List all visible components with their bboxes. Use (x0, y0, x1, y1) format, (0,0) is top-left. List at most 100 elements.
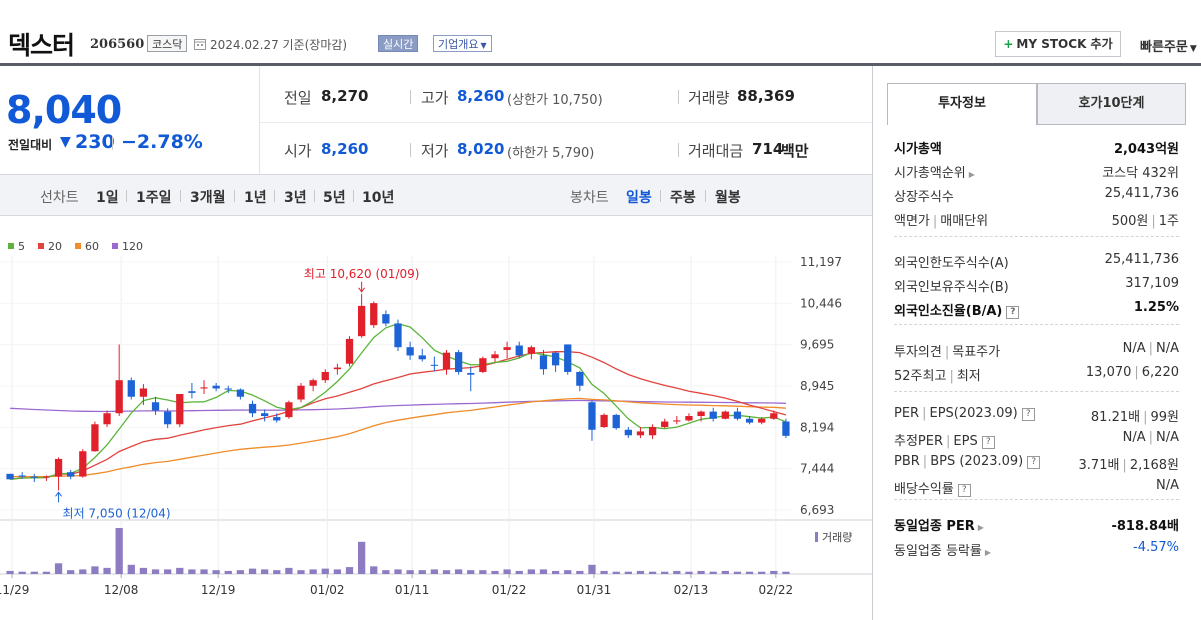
realtime-badge[interactable]: 실시간 (378, 35, 419, 52)
volume-bar (406, 570, 414, 574)
divider (660, 190, 661, 202)
info-row: 시가총액 2,043억원 (894, 138, 1179, 157)
info-label: PBR | BPS (2023.09)? (894, 454, 1041, 469)
divider: | (1151, 214, 1156, 229)
candle-body (661, 421, 669, 428)
x-tick-label: 01/22 (492, 583, 527, 597)
candle-body (370, 303, 378, 326)
candle-daily[interactable]: 일봉 (626, 190, 652, 206)
info-label: 상장주식수 (894, 186, 954, 205)
divider: | (1148, 430, 1153, 445)
volume-bar (176, 567, 184, 574)
volume-bar (42, 571, 51, 574)
help-icon[interactable]: ? (981, 436, 995, 449)
volume-bar (67, 570, 75, 574)
info-row: PER | EPS(2023.09)? 81.21배 | 99원 (894, 406, 1179, 425)
info-label: 시가총액 (894, 138, 942, 157)
low-label: 저가 (421, 142, 449, 160)
volume-bar (164, 569, 172, 574)
divider: | (949, 369, 954, 384)
open-value: 8,260 (321, 140, 369, 158)
candle-body (285, 402, 293, 418)
info-value-text: 1주 (1158, 214, 1179, 229)
volume-bar (6, 570, 14, 574)
chevron-right-icon[interactable]: ▶ (984, 548, 992, 557)
period-3m[interactable]: 3개월 (190, 190, 226, 206)
legend-label: 120 (122, 240, 143, 253)
trade-amount-label: 거래대금 (688, 142, 744, 160)
stock-chart[interactable]: 11/29 12/08 12/19 01/02 01/11 01/22 01/31 02/13… (0, 216, 872, 620)
info-value-text: 25,411,736 (1104, 252, 1179, 267)
candle-body (188, 391, 196, 393)
volume-bar (345, 567, 354, 574)
tab-orderbook-10[interactable]: 호가10단계 (1037, 83, 1186, 125)
period-1y[interactable]: 1년 (244, 190, 267, 206)
tab-investment-info[interactable]: 투자정보 (887, 83, 1037, 125)
period-3y[interactable]: 3년 (284, 190, 307, 206)
info-label: 52주최고 | 최저 (894, 365, 981, 384)
candle-weekly[interactable]: 주봉 (670, 190, 696, 206)
y-tick-label: 10,446 (800, 296, 842, 310)
info-row: 동일업종 등락률 ▶ -4.57% (894, 540, 1179, 559)
volume-bar (91, 566, 99, 574)
volume-bar (515, 570, 523, 574)
chevron-right-icon[interactable]: ▶ (977, 523, 984, 532)
help-icon[interactable]: ? (1021, 408, 1035, 421)
candle-body (454, 352, 463, 372)
quick-order-button[interactable]: 빠른주문 ▼ (1140, 36, 1197, 55)
volume-bar (321, 568, 329, 574)
down-triangle-icon: ▼ (60, 134, 71, 150)
trade-amount-value: 714 (752, 140, 784, 158)
y-tick-label: 11,197 (800, 255, 842, 269)
help-icon[interactable]: ? (957, 484, 971, 497)
info-label-text: 동일업종 PER (894, 519, 975, 534)
candle-body (297, 385, 305, 400)
candle-body (564, 344, 572, 372)
legend-label: 5 (18, 240, 25, 253)
info-value-text: 2,168원 (1129, 458, 1179, 473)
info-label: 외국인한도주식수(A) (894, 252, 1009, 271)
x-tick-label: 01/11 (395, 583, 430, 597)
candle-monthly[interactable]: 월봉 (715, 190, 741, 206)
chevron-right-icon[interactable]: ▶ (968, 170, 975, 179)
volume-bar (479, 570, 487, 574)
add-mystock-button[interactable]: + MY STOCK 추가 (995, 31, 1121, 57)
candle-body (236, 389, 245, 397)
info-value-text: -818.84배 (1111, 519, 1179, 534)
change-percent: −2.78% (121, 131, 203, 153)
candle-body (309, 380, 317, 386)
help-icon[interactable]: ? (1027, 456, 1041, 469)
chart-period-toolbar: 선차트 1일 1주일 3개월 1년 3년 5년 10년 봉차트 일봉 주봉 월봉 (0, 174, 872, 216)
divider (894, 391, 1179, 392)
info-label-text: 시가총액 (894, 142, 942, 157)
company-overview-dropdown[interactable]: 기업개요 ▼ (433, 35, 492, 52)
volume-bar (467, 570, 475, 574)
chevron-down-icon: ▼ (480, 41, 487, 50)
period-1w[interactable]: 1주일 (136, 190, 172, 206)
period-1d[interactable]: 1일 (96, 190, 119, 206)
divider (678, 143, 679, 157)
candle-body (685, 416, 693, 421)
info-value-text: 6,220 (1141, 365, 1179, 380)
info-label-text: 외국인소진율(B/A) (894, 304, 1003, 319)
info-label: 배당수익률? (894, 478, 971, 497)
y-tick-label: 9,695 (800, 338, 834, 352)
info-label: 추정PER | EPS? (894, 430, 995, 449)
volume-bar (297, 570, 305, 574)
info-label-text: 목표주가 (952, 345, 1001, 360)
period-5y[interactable]: 5년 (323, 190, 346, 206)
info-value: N/A | N/A (1123, 341, 1179, 356)
info-label-text: 매매단위 (940, 214, 989, 229)
candle-body (697, 411, 705, 417)
stock-code: 206560 (90, 37, 145, 52)
candle-body (176, 393, 184, 425)
candle-body (576, 371, 584, 386)
volume-bar (333, 569, 342, 574)
divider (410, 143, 411, 157)
period-10y[interactable]: 10년 (362, 190, 395, 206)
info-value-text: 99원 (1150, 410, 1179, 425)
divider: | (922, 454, 928, 469)
info-value-text: N/A (1156, 430, 1179, 445)
info-value: 25,411,736 (1105, 186, 1179, 201)
help-icon[interactable]: ? (1006, 306, 1020, 319)
